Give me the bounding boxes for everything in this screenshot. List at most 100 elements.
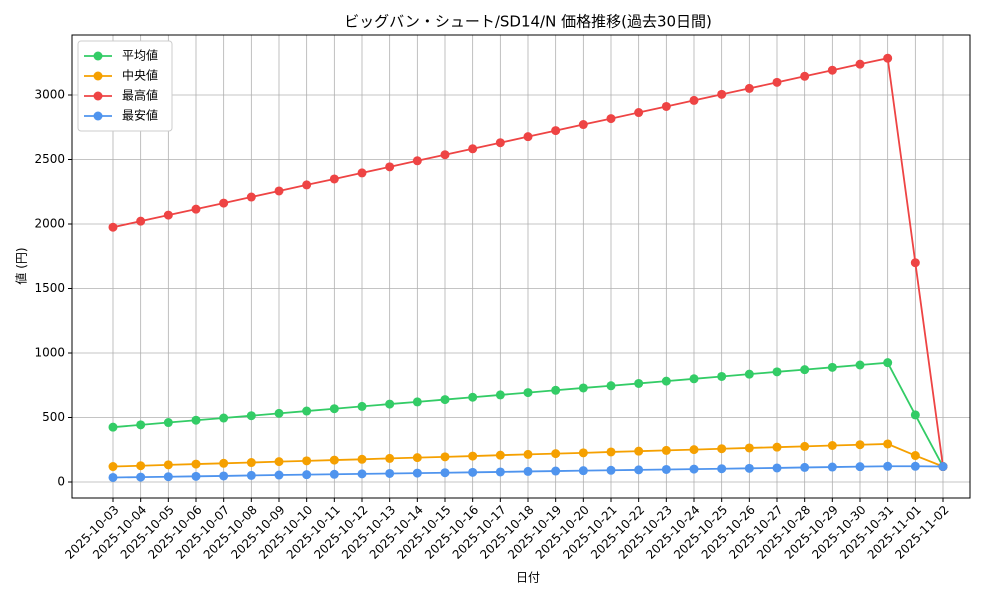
data-point bbox=[578, 466, 588, 476]
x-axis-label: 日付 bbox=[516, 571, 540, 585]
y-tick-label: 500 bbox=[42, 410, 65, 424]
data-point bbox=[191, 415, 201, 425]
data-point bbox=[191, 204, 201, 214]
data-point bbox=[689, 95, 699, 105]
data-point bbox=[938, 462, 948, 472]
data-point bbox=[883, 461, 893, 471]
data-point bbox=[412, 156, 422, 166]
data-point bbox=[191, 459, 201, 469]
data-point bbox=[385, 468, 395, 478]
data-point bbox=[523, 466, 533, 476]
data-point bbox=[108, 472, 118, 482]
data-point bbox=[357, 469, 367, 479]
chart-title: ビッグバン・シュート/SD14/N 価格推移(過去30日間) bbox=[344, 13, 712, 31]
legend-label: 最安値 bbox=[122, 108, 158, 123]
data-point bbox=[329, 404, 339, 414]
data-point bbox=[717, 89, 727, 99]
y-tick-label: 2500 bbox=[34, 152, 65, 166]
data-point bbox=[910, 410, 920, 420]
data-point bbox=[136, 420, 146, 430]
y-tick-label: 3000 bbox=[34, 87, 65, 101]
legend-box bbox=[77, 40, 173, 132]
data-point bbox=[744, 463, 754, 473]
data-point bbox=[772, 367, 782, 377]
data-point bbox=[606, 465, 616, 475]
data-point bbox=[523, 388, 533, 398]
data-point bbox=[855, 59, 865, 69]
data-point bbox=[274, 470, 284, 480]
data-point bbox=[551, 449, 561, 459]
legend-marker bbox=[93, 111, 103, 121]
data-point bbox=[136, 216, 146, 226]
data-point bbox=[274, 408, 284, 418]
data-point bbox=[219, 198, 229, 208]
data-point bbox=[744, 369, 754, 379]
data-point bbox=[772, 77, 782, 87]
data-point bbox=[855, 440, 865, 450]
legend-marker bbox=[93, 91, 103, 101]
data-point bbox=[800, 71, 810, 81]
data-point bbox=[551, 385, 561, 395]
data-point bbox=[634, 465, 644, 475]
data-point bbox=[302, 406, 312, 416]
y-tick-label: 1000 bbox=[34, 345, 65, 359]
data-point bbox=[717, 444, 727, 454]
data-point bbox=[357, 401, 367, 411]
data-point bbox=[385, 399, 395, 409]
data-point bbox=[440, 452, 450, 462]
data-point bbox=[827, 65, 837, 75]
data-point bbox=[385, 453, 395, 463]
data-point bbox=[800, 462, 810, 472]
data-point bbox=[495, 390, 505, 400]
data-point bbox=[246, 470, 256, 480]
y-tick-label: 1500 bbox=[34, 281, 65, 295]
data-point bbox=[883, 358, 893, 368]
data-point bbox=[800, 441, 810, 451]
data-point bbox=[827, 362, 837, 372]
data-point bbox=[717, 464, 727, 474]
data-point bbox=[606, 447, 616, 457]
data-point bbox=[412, 468, 422, 478]
data-point bbox=[302, 180, 312, 190]
data-point bbox=[163, 210, 173, 220]
data-point bbox=[329, 469, 339, 479]
data-point bbox=[910, 258, 920, 268]
data-point bbox=[772, 463, 782, 473]
data-point bbox=[440, 150, 450, 160]
legend-label: 平均値 bbox=[122, 48, 158, 63]
data-point bbox=[634, 378, 644, 388]
data-point bbox=[163, 460, 173, 470]
data-point bbox=[744, 83, 754, 93]
data-point bbox=[800, 365, 810, 375]
data-point bbox=[163, 472, 173, 482]
data-point bbox=[136, 461, 146, 471]
legend-label: 最高値 bbox=[122, 88, 158, 103]
data-point bbox=[744, 443, 754, 453]
data-point bbox=[827, 462, 837, 472]
data-point bbox=[440, 395, 450, 405]
data-point bbox=[883, 53, 893, 63]
data-point bbox=[523, 449, 533, 459]
legend-label: 中央値 bbox=[122, 68, 158, 83]
data-point bbox=[329, 174, 339, 184]
data-point bbox=[661, 445, 671, 455]
data-point bbox=[329, 455, 339, 465]
data-point bbox=[136, 472, 146, 482]
data-point bbox=[551, 466, 561, 476]
data-point bbox=[910, 461, 920, 471]
y-tick-label: 2000 bbox=[34, 216, 65, 230]
data-point bbox=[302, 456, 312, 466]
data-point bbox=[108, 462, 118, 472]
data-point bbox=[689, 374, 699, 384]
legend-marker bbox=[93, 71, 103, 81]
data-point bbox=[855, 462, 865, 472]
data-point bbox=[523, 132, 533, 142]
data-point bbox=[689, 464, 699, 474]
data-point bbox=[495, 138, 505, 148]
data-point bbox=[191, 471, 201, 481]
data-point bbox=[357, 454, 367, 464]
data-point bbox=[246, 458, 256, 468]
data-point bbox=[634, 446, 644, 456]
